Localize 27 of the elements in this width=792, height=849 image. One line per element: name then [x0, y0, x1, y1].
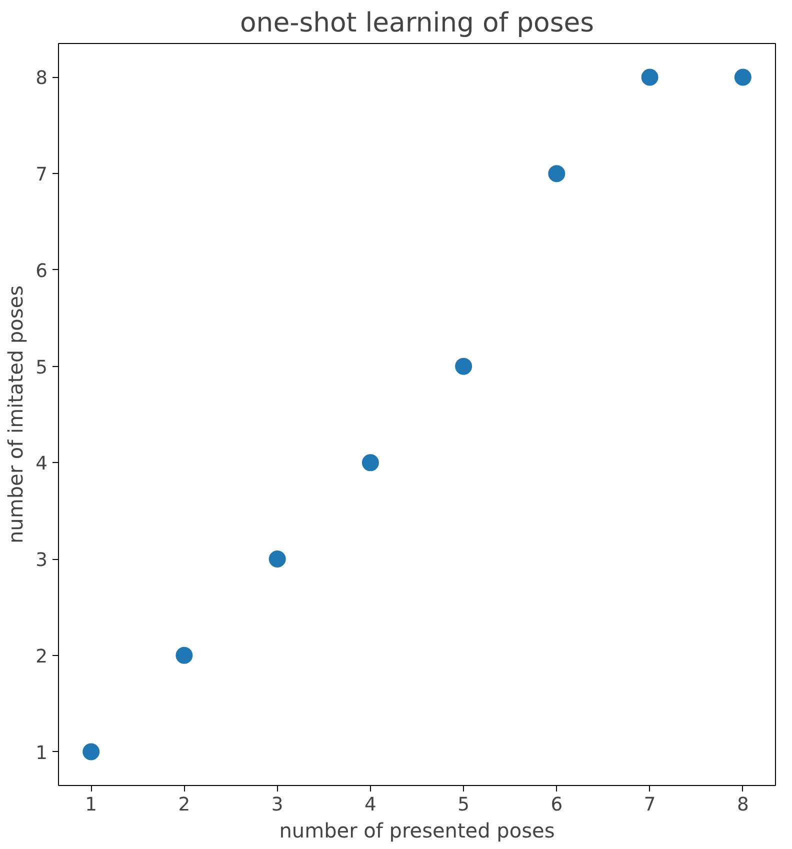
y-tick-label: 2 [36, 646, 48, 668]
x-tick-label: 4 [364, 794, 376, 816]
y-tick-label: 3 [36, 550, 48, 572]
point [268, 550, 286, 568]
x-tick-label: 7 [644, 794, 656, 816]
point [641, 68, 658, 86]
x-axis-title: number of presented poses [279, 818, 555, 842]
x-tick-label: 3 [271, 794, 284, 816]
y-axis-title: number of imitated poses [4, 285, 28, 544]
point [82, 743, 100, 760]
y-tick-label: 7 [36, 164, 48, 186]
y-tick-label: 8 [36, 68, 48, 90]
x-tick-label: 5 [458, 794, 470, 816]
point [176, 646, 193, 664]
point [734, 68, 752, 86]
x-tick-label: 6 [550, 794, 563, 816]
y-tick-label: 6 [36, 260, 48, 282]
point [548, 165, 566, 182]
y-tick-label: 5 [36, 357, 48, 378]
x-tick-label: 2 [178, 794, 190, 816]
x-tick-label: 1 [85, 794, 98, 816]
point [455, 358, 472, 375]
y-tick-label: 4 [36, 454, 48, 475]
x-tick-label: 8 [736, 794, 749, 816]
point [362, 454, 379, 472]
y-tick-label: 1 [36, 742, 48, 764]
chart-title: one-shot learning of poses [240, 8, 594, 38]
